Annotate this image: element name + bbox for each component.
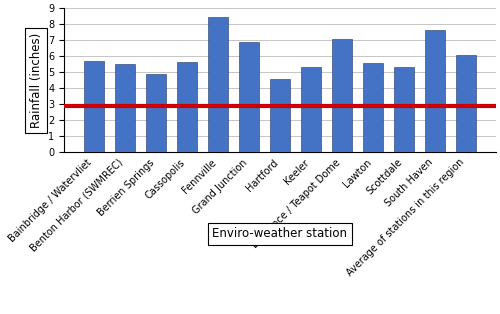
- Bar: [332, 40, 352, 152]
- Bar: [177, 62, 197, 152]
- Bar: [115, 64, 135, 152]
- Bar: [456, 55, 476, 152]
- Text: Enviro-weather station: Enviro-weather station: [212, 227, 348, 241]
- Bar: [270, 79, 290, 152]
- Bar: [239, 42, 259, 152]
- Bar: [394, 68, 414, 152]
- Bar: [84, 61, 104, 152]
- Bar: [301, 67, 321, 152]
- Bar: [425, 30, 445, 152]
- Bar: [146, 74, 166, 152]
- Y-axis label: Rainfall (inches): Rainfall (inches): [30, 33, 43, 128]
- Bar: [363, 63, 383, 152]
- Bar: [208, 17, 228, 152]
